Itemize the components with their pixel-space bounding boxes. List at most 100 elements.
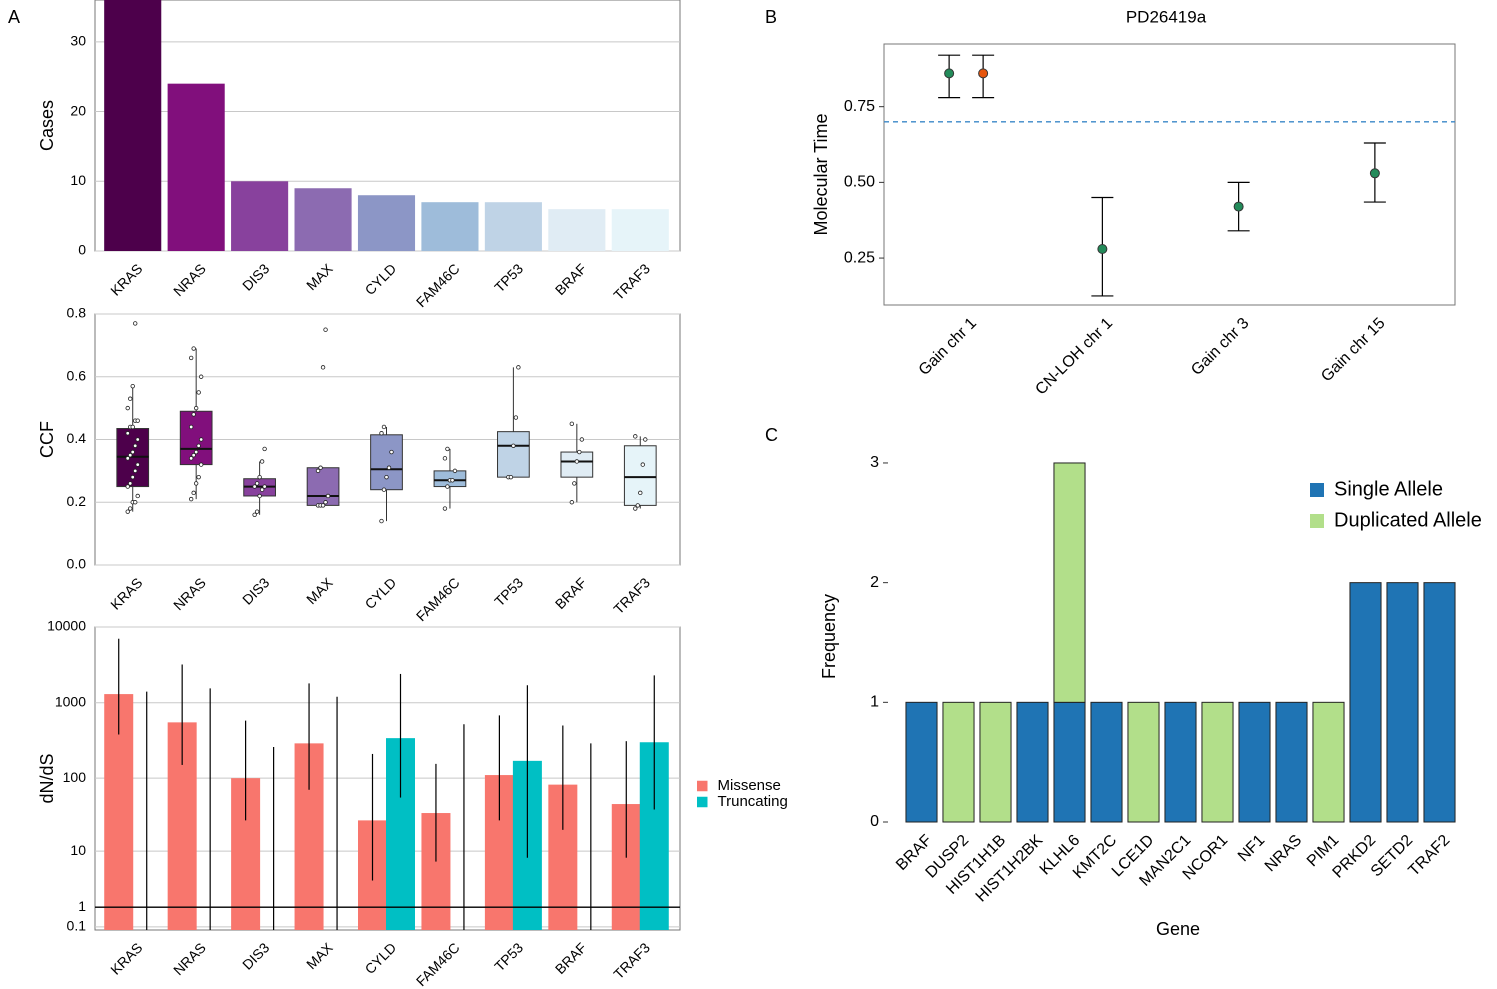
data-point [125, 509, 130, 514]
data-point [323, 500, 328, 505]
data-point [252, 484, 257, 489]
x-tick-label: Gain chr 1 [916, 315, 980, 379]
data-point [191, 452, 196, 458]
y-axis-label: Cases [37, 100, 57, 151]
y-tick-label: 0.2 [67, 493, 87, 509]
x-tick-label: KRAS [107, 939, 145, 977]
data-point [262, 446, 267, 452]
data-point [379, 431, 384, 436]
data-point [188, 424, 194, 430]
data-point [252, 512, 257, 517]
plot-frame [883, 43, 1456, 306]
data-point [635, 503, 640, 508]
bar [357, 195, 416, 251]
x-tick-label: NF1 [1235, 832, 1268, 865]
data-point [125, 431, 130, 436]
data-point [318, 465, 323, 470]
bar [167, 83, 225, 252]
data-point [450, 478, 455, 483]
bar [231, 181, 289, 251]
x-tick-label: CN-LOH chr 1 [1032, 315, 1116, 399]
bar-segment [1275, 701, 1308, 823]
x-tick-label: TP53 [491, 939, 526, 974]
bar-segment [942, 701, 975, 823]
data-point [193, 405, 199, 411]
data-point [196, 474, 201, 480]
data-point [569, 500, 575, 505]
x-tick-label: BRAF [552, 260, 590, 298]
legend-swatch [1310, 514, 1324, 528]
y-tick-label: 0.6 [67, 367, 87, 383]
bar-segment [1423, 582, 1456, 823]
data-point [128, 481, 133, 486]
y-tick-label: 0.8 [67, 305, 87, 321]
data-point [513, 415, 519, 420]
data-point [188, 456, 194, 461]
x-tick-label: TRAF3 [610, 939, 653, 982]
box-body [370, 434, 403, 491]
data-point [193, 481, 199, 486]
box-body [560, 451, 594, 478]
x-tick-label: KRAS [107, 574, 145, 612]
data-point [133, 443, 138, 448]
y-tick-label: 1 [78, 898, 86, 914]
data-point [191, 490, 196, 496]
data-point [262, 484, 267, 489]
x-tick-label: DIS3 [239, 939, 272, 972]
x-tick-label: MAX [303, 260, 336, 293]
y-tick-label: 0.75 [844, 98, 875, 115]
data-point [135, 493, 140, 499]
bar-segment [1386, 582, 1419, 823]
y-axis-label: Frequency [819, 594, 839, 679]
data-point [133, 468, 138, 474]
box-body [497, 431, 530, 478]
data-point [379, 518, 384, 524]
data-point [516, 365, 521, 370]
x-tick-label: NRAS [1262, 832, 1305, 875]
x-axis-label: Gene [1156, 919, 1200, 939]
x-tick-label: FAM46C [413, 260, 463, 310]
data-point [254, 481, 260, 486]
data-point [135, 462, 140, 467]
y-axis-label: CCF [37, 421, 57, 458]
data-point [442, 456, 448, 461]
y-tick-label: 0.0 [67, 556, 87, 572]
x-tick-label: BRAF [552, 574, 590, 612]
legend-label: Duplicated Allele [1334, 509, 1482, 531]
bar-segment [1312, 701, 1345, 823]
x-tick-label: TRAF3 [610, 574, 653, 617]
bar-segment [1164, 701, 1197, 823]
data-point [130, 383, 135, 389]
bar-segment [1016, 701, 1049, 823]
bar [421, 202, 479, 251]
data-point [191, 346, 196, 351]
data-point [574, 459, 580, 464]
bar-segment [979, 701, 1012, 823]
legend-swatch [697, 780, 708, 792]
legend-label: Single Allele [1334, 478, 1443, 500]
data-point [569, 421, 575, 427]
x-tick-label: Gain chr 3 [1188, 315, 1252, 379]
data-point [196, 390, 201, 395]
y-tick-label: 3 [870, 454, 879, 471]
bar [484, 202, 542, 251]
bar-segment [1238, 701, 1271, 823]
data-point [386, 465, 392, 470]
data-point [320, 365, 326, 370]
data-point [198, 374, 204, 379]
data-point [325, 493, 331, 499]
data-point [638, 490, 643, 496]
x-tick-label: NRAS [170, 260, 209, 299]
y-tick-label: 30 [70, 33, 86, 49]
data-point [257, 474, 262, 480]
chart-title: PD26419a [1126, 7, 1207, 26]
data-point [133, 500, 138, 505]
data-point [643, 437, 648, 442]
y-tick-label: 0 [78, 242, 86, 258]
data-point [579, 437, 585, 442]
data-point [442, 506, 448, 511]
y-tick-label: 0.1 [67, 918, 87, 934]
data-point [445, 484, 450, 489]
y-tick-label: 2 [870, 574, 879, 591]
x-tick-label: TRAF3 [610, 260, 653, 303]
